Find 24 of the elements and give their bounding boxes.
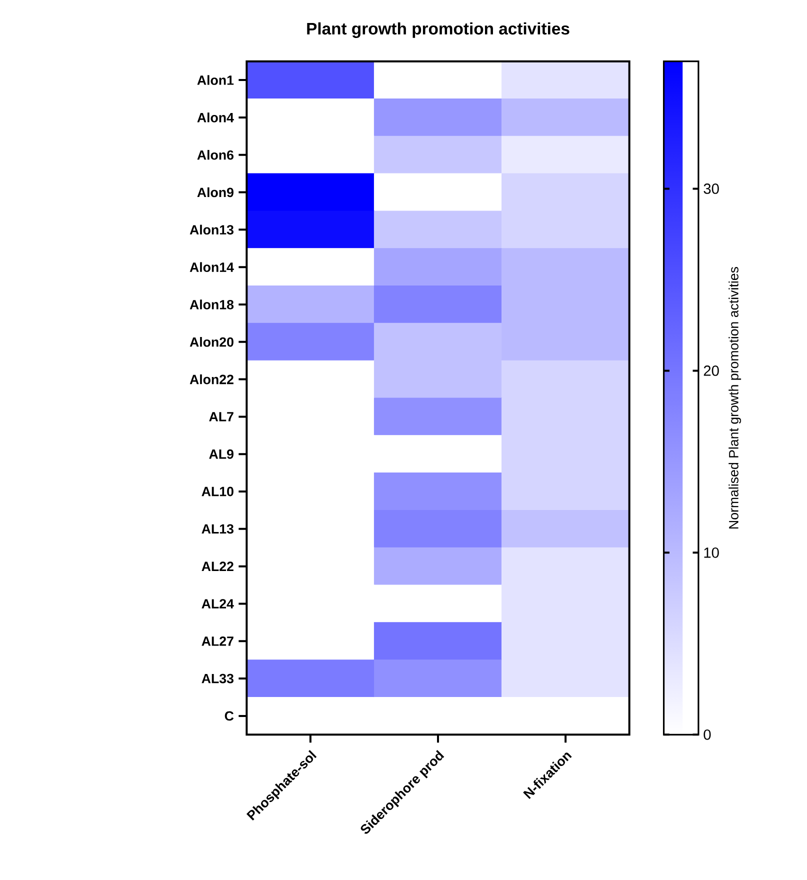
color-bar-label: 30 (704, 184, 719, 194)
y-tick-label: Alon20 (190, 336, 234, 347)
y-tick-label: Alon13 (190, 224, 234, 235)
y-tick-label: C (224, 711, 234, 721)
y-tick-label: AL24 (202, 599, 234, 608)
color-bar-label: 0 (704, 729, 711, 740)
y-tick-label: Alon18 (190, 300, 234, 310)
y-tick-label: AL27 (202, 636, 234, 646)
y-tick-label: Alon22 (190, 374, 234, 384)
y-tick-label: AL22 (202, 562, 234, 571)
y-tick-label: AL13 (202, 524, 234, 534)
color-bar-label: 20 (704, 366, 719, 376)
y-tick-label: AL33 (202, 674, 234, 684)
color-bar-label: 10 (704, 548, 719, 558)
y-tick-label: Alon9 (197, 187, 234, 198)
y-tick-label: Alon14 (190, 262, 234, 272)
y-tick-label: Alon6 (197, 150, 234, 160)
y-tick-label: Alon1 (197, 75, 234, 85)
y-tick-label: AL7 (209, 412, 234, 422)
chart-title: Plant growth promotion activities (307, 22, 570, 38)
y-tick-label: AL10 (202, 486, 234, 496)
y-tick-label: Alon4 (197, 112, 234, 122)
y-tick-label: AL9 (209, 449, 234, 459)
color-bar-title: Normalised Plant growth promotion activities (728, 266, 742, 528)
